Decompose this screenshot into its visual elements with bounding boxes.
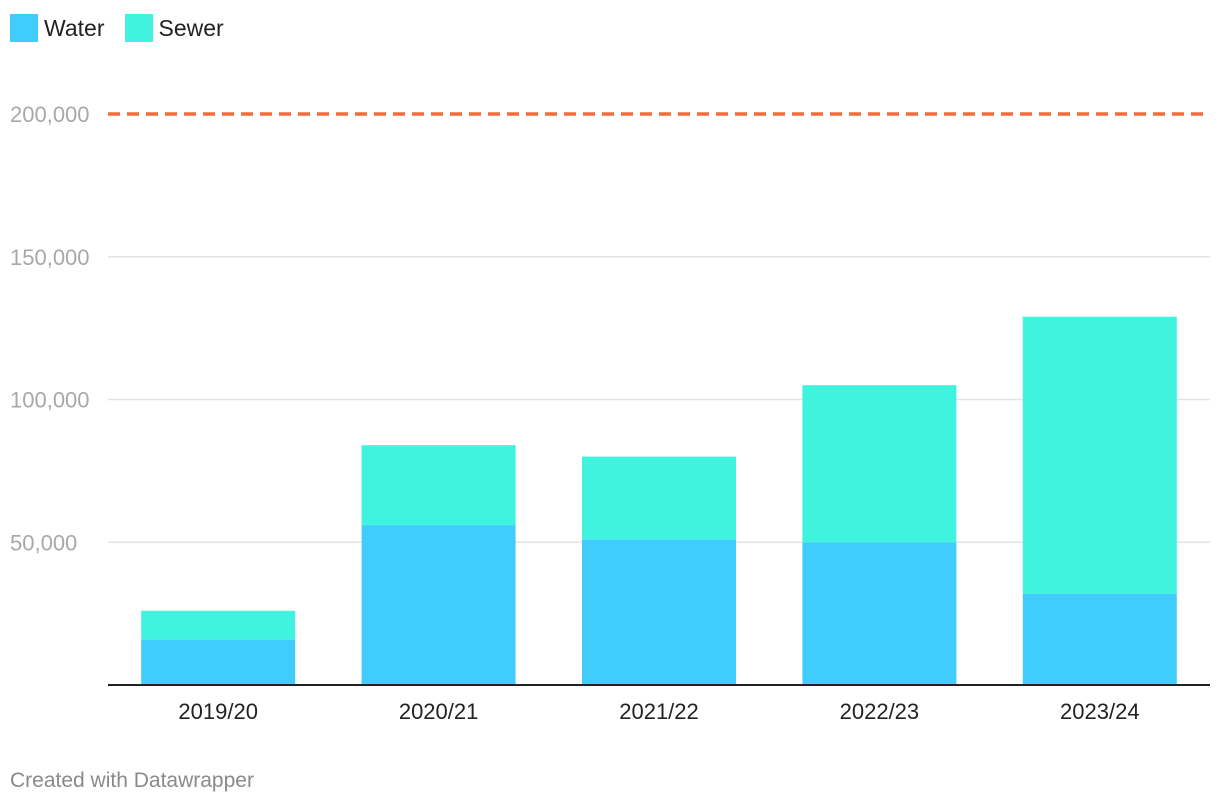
legend-item-sewer: Sewer	[124, 14, 224, 42]
bar-water-2021-22	[582, 539, 736, 685]
legend-swatch-water	[10, 14, 38, 42]
bar-sewer-2021-22	[582, 456, 736, 540]
y-tick-label: 100,000	[10, 388, 90, 413]
bar-water-2022-23	[802, 542, 957, 685]
x-tick-label: 2019/20	[178, 699, 258, 724]
bar-water-2019-20	[141, 639, 296, 685]
footer-credit: Created with Datawrapper	[10, 769, 254, 792]
x-tick-label: 2021/22	[619, 699, 699, 724]
legend-label-sewer: Sewer	[158, 14, 224, 41]
y-tick-label: 150,000	[10, 245, 90, 270]
x-tick-label: 2022/23	[840, 699, 920, 724]
bar-water-2023-24	[1022, 593, 1177, 685]
legend-item-water: Water	[10, 14, 105, 42]
x-tick-label: 2020/21	[399, 699, 479, 724]
bar-sewer-2019-20	[141, 610, 296, 640]
legend: Water Sewer	[10, 12, 244, 44]
bar-sewer-2022-23	[802, 385, 957, 543]
bar-water-2020-21	[361, 525, 516, 685]
legend-swatch-sewer	[124, 14, 153, 42]
x-tick-label: 2023/24	[1060, 699, 1140, 724]
y-tick-label: 200,000	[10, 102, 90, 127]
bar-sewer-2023-24	[1022, 316, 1177, 594]
bar-sewer-2020-21	[361, 445, 516, 526]
legend-label-water: Water	[44, 14, 105, 41]
y-tick-label: 50,000	[10, 530, 77, 555]
